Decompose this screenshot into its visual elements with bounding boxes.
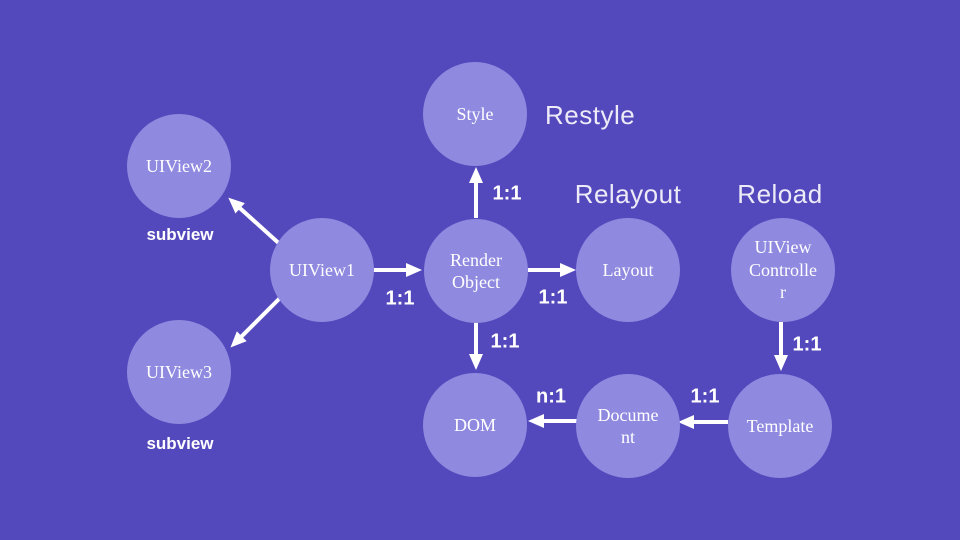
- node-document-label: Docume nt: [597, 404, 659, 448]
- arrow-uiview1-to-uiview2: [228, 197, 285, 249]
- node-uiview-controller: UIView Controlle r: [731, 218, 835, 322]
- node-layout-label: Layout: [602, 259, 654, 280]
- node-layout: Layout: [576, 218, 680, 322]
- edge-label-render-to-layout: 1:1: [538, 286, 568, 309]
- node-template-label: Template: [746, 415, 814, 436]
- node-document: Docume nt: [576, 374, 680, 478]
- node-uiview-controller-label: UIView Controlle r: [749, 237, 817, 303]
- phase-label-reload: Reload: [737, 179, 823, 209]
- node-style-label: Style: [456, 103, 494, 124]
- node-render-object: Render Object: [424, 219, 528, 323]
- edge-label-render-to-style: 1:1: [492, 182, 522, 205]
- node-template: Template: [728, 374, 832, 478]
- arrow-uiview1-to-uiview3: [230, 291, 287, 348]
- edge-label-uiview1-to-render: 1:1: [385, 287, 415, 310]
- node-uiview3-label: UIView3: [146, 361, 212, 382]
- node-uiview2: UIView2: [127, 114, 231, 218]
- node-uiview3: UIView3: [127, 320, 231, 424]
- edge-label-controller-to-template: 1:1: [792, 333, 822, 356]
- subview-label-top: subview: [146, 225, 214, 244]
- node-dom-label: DOM: [453, 414, 496, 435]
- phase-label-relayout: Relayout: [574, 179, 682, 209]
- node-uiview1: UIView1: [270, 218, 374, 322]
- edge-label-document-to-dom: n:1: [536, 385, 566, 408]
- node-dom: DOM: [423, 373, 527, 477]
- phase-label-restyle: Restyle: [545, 100, 636, 130]
- node-render-object-label: Render Object: [450, 249, 502, 293]
- node-uiview2-label: UIView2: [146, 155, 212, 176]
- node-style: Style: [423, 62, 527, 166]
- node-uiview1-label: UIView1: [289, 259, 355, 280]
- edge-label-render-to-dom: 1:1: [490, 330, 520, 353]
- subview-label-bottom: subview: [146, 434, 214, 453]
- edge-label-template-to-document: 1:1: [690, 385, 720, 408]
